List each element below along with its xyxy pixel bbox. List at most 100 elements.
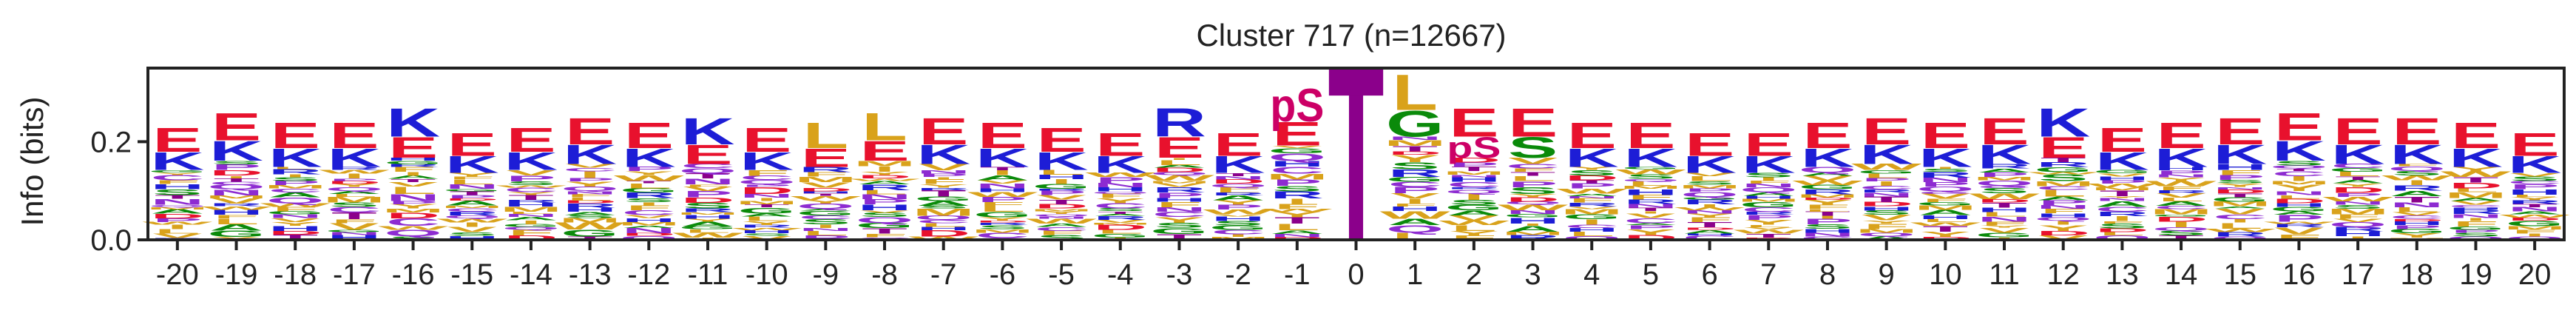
x-tick-label: -7 — [930, 258, 957, 291]
x-tick-label: -15 — [450, 258, 493, 291]
logo-letter: S — [2097, 223, 2147, 230]
logo-letter: Q — [679, 167, 737, 174]
logo-letter: R — [1506, 234, 1560, 241]
logo-letter: P — [2451, 229, 2501, 233]
logo-letter: R — [1565, 201, 1619, 207]
logo-letter: C — [2095, 206, 2149, 213]
x-tick-label: 9 — [1879, 258, 1895, 291]
logo-letter: R — [2154, 189, 2208, 194]
logo-letter: P — [1921, 181, 1970, 188]
logo-letter: F — [1215, 187, 1261, 192]
logo-letter: A — [504, 216, 558, 221]
logo-letter: L — [2100, 231, 2146, 236]
logo-letter: P — [1626, 224, 1675, 230]
logo-letter: L — [803, 115, 849, 156]
logo-letter: F — [1981, 221, 2027, 227]
logo-letter: C — [1978, 185, 2032, 189]
logo-letter: C — [1270, 165, 1324, 176]
logo-letter: Y — [1095, 197, 1145, 205]
logo-letter: Y — [388, 203, 438, 209]
logo-letter: S — [683, 201, 732, 210]
logo-letter: M — [1266, 172, 1328, 182]
logo-letter: K — [2331, 139, 2385, 170]
logo-letter: N — [268, 213, 322, 219]
logo-letter: W — [1203, 208, 1274, 215]
logo-letter: K — [1919, 144, 1972, 172]
logo-letter: D — [1447, 156, 1501, 164]
logo-letter: N — [2095, 198, 2149, 202]
logo-letter: M — [1796, 193, 1859, 198]
logo-letter: E — [271, 115, 320, 156]
logo-letter: W — [378, 225, 449, 231]
logo-letter: D — [150, 212, 204, 220]
logo-letter: Y — [1862, 220, 1911, 224]
logo-letter: P — [2038, 199, 2088, 207]
logo-letter: S — [1390, 161, 1440, 172]
logo-letter: L — [2394, 206, 2440, 213]
logo-letter: G — [1150, 227, 1208, 236]
logo-letter: I — [1169, 157, 1189, 160]
logo-letter: D — [1624, 234, 1678, 241]
logo-letter: D — [1801, 197, 1855, 201]
logo-letter: T — [1392, 144, 1438, 153]
logo-letter: F — [685, 184, 731, 187]
logo-letter: M — [2150, 208, 2212, 216]
logo-letter: F — [1392, 203, 1438, 207]
logo-letter: F — [567, 193, 613, 198]
logo-letter: D — [1506, 196, 1560, 203]
logo-letter: N — [1152, 206, 1206, 212]
logo-letter: H — [1035, 174, 1089, 181]
logo-letter: G — [2388, 228, 2446, 235]
logo-letter: M — [1384, 138, 1446, 147]
logo-letter: F — [155, 179, 200, 185]
logo-letter: K — [268, 144, 322, 172]
x-tick-label: -5 — [1048, 258, 1075, 291]
logo-letter: H — [2272, 202, 2326, 208]
logo-letter: A — [445, 199, 499, 207]
logo-letter: N — [681, 177, 735, 187]
logo-letter: K — [681, 110, 735, 152]
logo-letter: Y — [271, 221, 320, 227]
logo-letter: V — [978, 179, 1028, 184]
logo-letter: Q — [266, 196, 324, 205]
logo-letter: F — [1569, 198, 1615, 204]
plot-frame — [146, 67, 2566, 241]
logo-letter: R — [740, 224, 794, 229]
logo-letter: W — [2146, 180, 2217, 188]
logo-letter: A — [1683, 229, 1737, 234]
logo-letter: W — [791, 195, 862, 201]
logo-letter: T — [1510, 171, 1556, 178]
logo-letter: S — [212, 160, 261, 165]
logo-letter: A — [1801, 172, 1855, 177]
logo-letter: C — [1211, 229, 1265, 235]
logo-letter: H — [2213, 162, 2267, 172]
logo-letter: C — [1093, 202, 1147, 210]
logo-letter: Y — [506, 191, 555, 195]
logo-letter: Q — [2506, 235, 2563, 241]
logo-letter: Q — [620, 235, 677, 241]
logo-letter: N — [2331, 201, 2385, 206]
logo-letter: C — [1683, 235, 1737, 241]
logo-letter: K — [1859, 139, 1913, 170]
logo-letter: T — [1923, 224, 1969, 233]
logo-letter: W — [319, 169, 390, 175]
logo-letter: E — [1214, 126, 1263, 163]
logo-letter: G — [1857, 170, 1915, 175]
logo-letter: A — [1859, 235, 1913, 241]
x-tick-label: 7 — [1760, 258, 1777, 291]
logo-letter: I — [580, 170, 601, 180]
logo-letter: I — [1464, 192, 1484, 201]
logo-letter: S — [1214, 220, 1263, 227]
logo-letter: T — [1215, 172, 1261, 177]
logo-letter: V — [624, 215, 675, 219]
logo-letter: V — [1155, 182, 1205, 188]
x-tick-label: 2 — [1466, 258, 1482, 291]
logo-letter: M — [2091, 187, 2153, 191]
logo-letter: P — [978, 195, 1027, 204]
logo-letter: N — [1919, 176, 1972, 184]
logo-letter: Q — [797, 202, 854, 210]
logo-letter: L — [1157, 158, 1203, 167]
logo-letter: T — [921, 189, 967, 198]
logo-letter: M — [2032, 180, 2095, 188]
logo-letter: K — [976, 144, 1030, 172]
